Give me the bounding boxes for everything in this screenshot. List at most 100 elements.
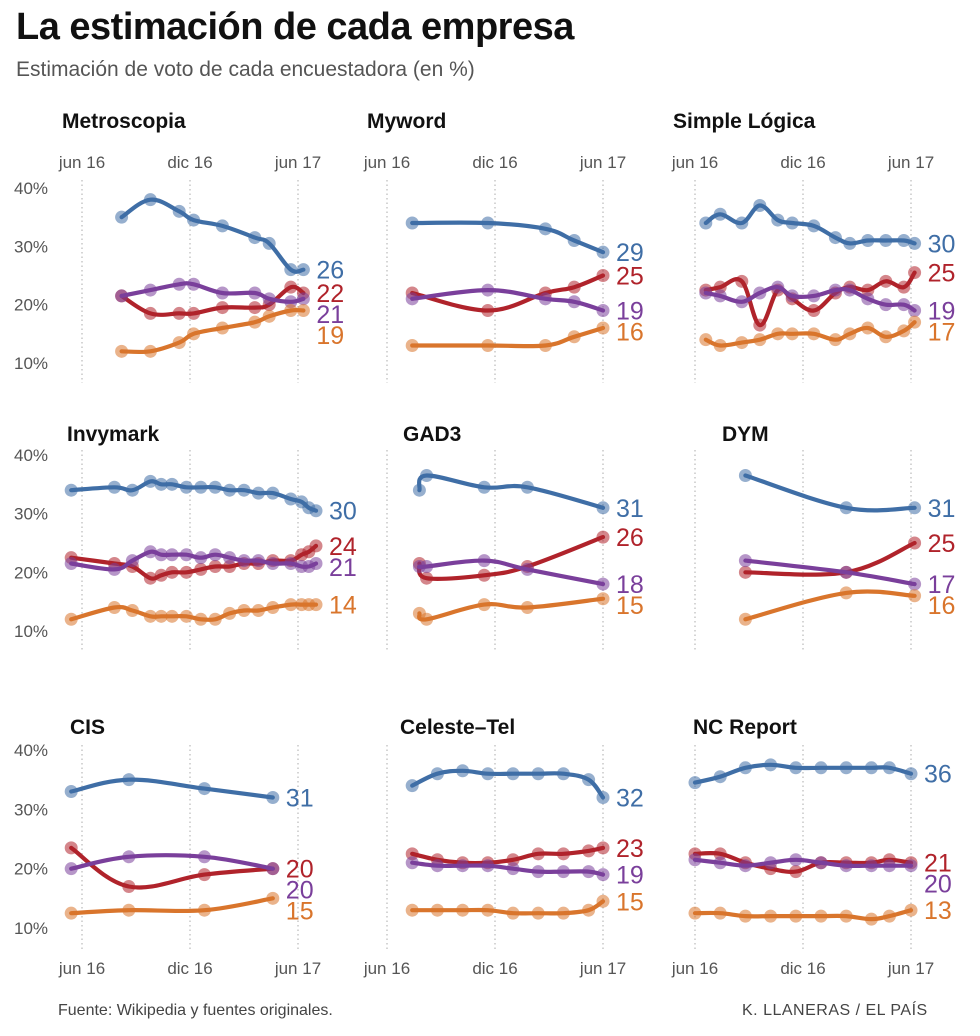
- end-label-blue: 31: [928, 495, 956, 523]
- x-tick-label: jun 17: [579, 153, 626, 172]
- end-label-blue: 32: [616, 784, 644, 812]
- series-line-blue: [69, 777, 275, 800]
- series-line-orange: [69, 896, 275, 916]
- end-label-purple: 20: [924, 871, 952, 899]
- x-tick-label: jun 16: [671, 153, 718, 172]
- series-line-red: [410, 845, 606, 866]
- panel-title: Simple Lógica: [673, 110, 816, 133]
- x-tick-label: jun 17: [887, 153, 934, 172]
- series-line-orange: [410, 899, 606, 916]
- series-line-blue: [69, 479, 319, 513]
- end-label-purple: 21: [316, 301, 344, 329]
- series-line-purple: [703, 285, 917, 313]
- end-label-blue: 26: [316, 257, 344, 285]
- series-line-red: [69, 845, 275, 890]
- panel-title: GAD3: [403, 423, 461, 446]
- x-tick-label: jun 17: [887, 959, 934, 978]
- end-label-blue: 30: [928, 230, 956, 258]
- y-tick-label: 30%: [14, 800, 48, 819]
- end-label-orange: 19: [316, 322, 344, 350]
- y-tick-label: 10%: [14, 919, 48, 938]
- end-label-blue: 30: [329, 498, 357, 526]
- series-line-purple: [119, 281, 306, 304]
- series-line-red: [417, 535, 606, 582]
- end-label-purple: 20: [286, 877, 314, 905]
- end-label-orange: 16: [616, 319, 644, 347]
- end-label-red: 25: [928, 530, 956, 558]
- panel-title: DYM: [722, 423, 769, 446]
- end-label-purple: 19: [928, 298, 956, 326]
- series-line-purple: [410, 860, 606, 877]
- end-label-red: 21: [924, 850, 952, 878]
- y-tick-label: 40%: [14, 179, 48, 198]
- end-label-purple: 19: [616, 862, 644, 890]
- series-line-orange: [417, 596, 606, 622]
- x-tick-label: dic 16: [472, 959, 517, 978]
- end-label-orange: 13: [924, 897, 952, 925]
- x-tick-label: jun 17: [274, 959, 321, 978]
- y-tick-label: 20%: [14, 563, 48, 582]
- end-label-blue: 36: [924, 761, 952, 789]
- series-line-orange: [703, 320, 917, 348]
- x-tick-label: jun 16: [671, 959, 718, 978]
- series-line-purple: [743, 558, 917, 587]
- end-label-purple: 21: [329, 554, 357, 582]
- series-line-red: [119, 284, 306, 317]
- end-label-red: 25: [928, 260, 956, 288]
- source-note: Fuente: Wikipedia y fuentes originales.: [58, 1002, 333, 1019]
- end-label-purple: 17: [928, 571, 956, 599]
- series-line-blue: [743, 473, 917, 513]
- end-label-red: 22: [316, 280, 344, 308]
- panel-title: Celeste–Tel: [400, 716, 515, 739]
- series-line-orange: [119, 307, 306, 355]
- panel-title: CIS: [70, 716, 105, 739]
- series-line-blue: [692, 762, 914, 785]
- series-line-orange: [69, 602, 319, 622]
- x-tick-label: dic 16: [780, 153, 825, 172]
- end-label-blue: 29: [616, 239, 644, 267]
- y-tick-label: 10%: [14, 354, 48, 373]
- x-tick-label: jun 17: [579, 959, 626, 978]
- series-line-red: [692, 850, 914, 874]
- panel-title: NC Report: [693, 716, 797, 739]
- x-tick-label: jun 16: [363, 959, 410, 978]
- y-tick-label: 10%: [14, 622, 48, 641]
- credit-note: K. LLANERAS / EL PAÍS: [742, 1002, 928, 1019]
- series-line-red: [703, 270, 917, 328]
- end-label-orange: 15: [286, 898, 314, 926]
- series-line-purple: [416, 558, 606, 587]
- end-label-orange: 17: [928, 319, 956, 347]
- x-tick-label: dic 16: [167, 153, 212, 172]
- series-line-purple: [410, 288, 606, 313]
- end-label-blue: 31: [286, 784, 314, 812]
- x-tick-label: jun 16: [58, 153, 105, 172]
- series-line-purple: [69, 549, 319, 572]
- x-tick-label: dic 16: [780, 959, 825, 978]
- y-tick-label: 40%: [14, 741, 48, 760]
- end-label-red: 25: [616, 263, 644, 291]
- y-tick-label: 20%: [14, 296, 48, 315]
- x-tick-label: dic 16: [167, 959, 212, 978]
- series-line-orange: [692, 908, 914, 922]
- y-tick-label: 30%: [14, 505, 48, 524]
- end-label-red: 24: [329, 533, 357, 561]
- panel-title: Invymark: [67, 423, 160, 446]
- series-line-purple: [69, 853, 275, 871]
- chart-title: La estimación de cada empresa: [16, 6, 574, 48]
- end-label-purple: 18: [616, 571, 644, 599]
- y-tick-label: 20%: [14, 860, 48, 879]
- end-label-orange: 16: [928, 592, 956, 620]
- series-line-blue: [119, 197, 306, 274]
- end-label-red: 20: [286, 856, 314, 884]
- end-label-red: 26: [616, 524, 644, 552]
- series-line-blue: [410, 220, 606, 255]
- series-line-purple: [692, 857, 914, 869]
- panel-title: Metroscopia: [62, 110, 186, 133]
- end-label-orange: 15: [616, 888, 644, 916]
